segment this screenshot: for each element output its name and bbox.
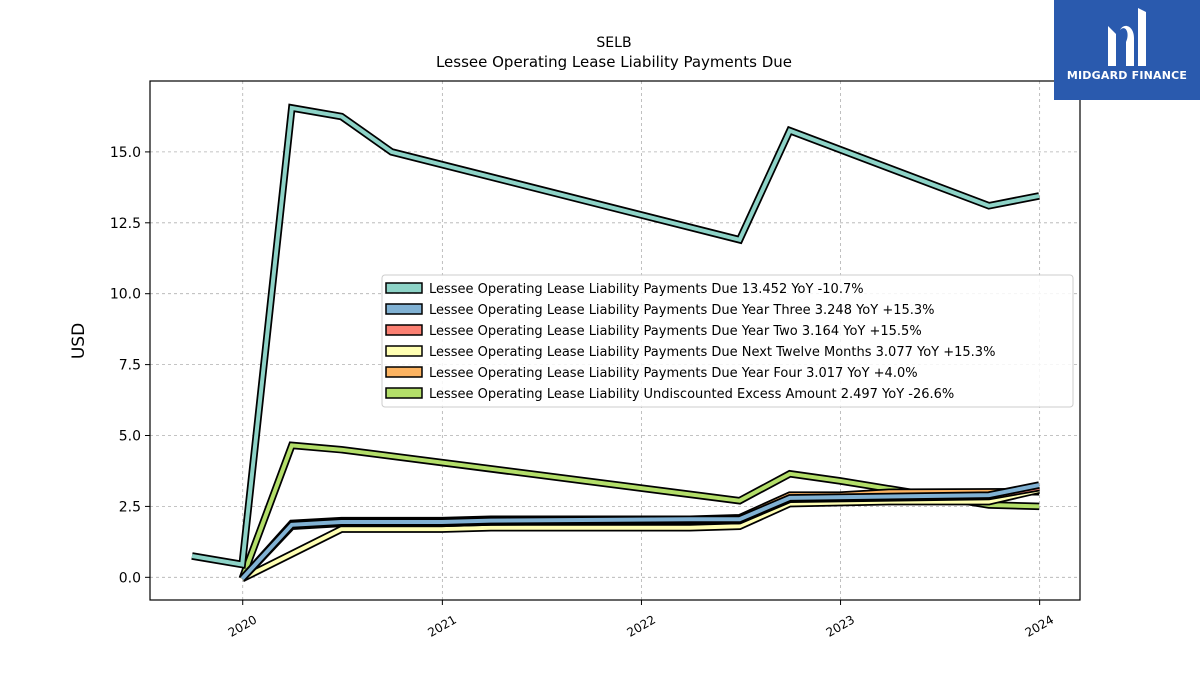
legend-swatch	[385, 282, 423, 294]
legend-item: Lessee Operating Lease Liability Payment…	[385, 282, 864, 297]
series-line	[191, 103, 1040, 569]
y-axis-label: USD	[69, 323, 89, 359]
brand-logo: MIDGARD FINANCE	[1054, 0, 1200, 100]
legend-label: Lessee Operating Lease Liability Payment…	[429, 366, 918, 381]
legend-swatch	[385, 366, 423, 378]
brand-name: MIDGARD FINANCE	[1066, 69, 1188, 82]
series-line-fill	[240, 483, 1040, 581]
x-tick-label: 2022	[625, 612, 658, 639]
legend-swatch	[385, 324, 423, 336]
y-tick-label: 10.0	[110, 287, 141, 303]
y-tick-label: 2.5	[119, 499, 141, 515]
chart-title: SELB	[596, 35, 631, 51]
legend-item: Lessee Operating Lease Liability Payment…	[385, 345, 995, 360]
series-line-outline	[238, 441, 1040, 581]
x-tick-label: 2024	[1023, 612, 1056, 639]
legend-label: Lessee Operating Lease Liability Payment…	[429, 303, 935, 318]
legend-item: Lessee Operating Lease Liability Payment…	[385, 366, 918, 381]
legend-swatch	[385, 387, 423, 399]
legend-box	[381, 274, 1074, 408]
series-layer	[191, 103, 1040, 583]
series-line	[240, 486, 1040, 583]
legend-label: Lessee Operating Lease Liability Undisco…	[429, 387, 954, 402]
y-tick-label: 5.0	[119, 429, 141, 445]
legend-label: Lessee Operating Lease Liability Payment…	[429, 324, 922, 339]
y-tick-label: 0.0	[119, 570, 141, 586]
x-tick-label: 2020	[226, 612, 259, 639]
legend-item: Lessee Operating Lease Liability Undisco…	[385, 387, 954, 402]
legend-swatch	[385, 345, 423, 357]
y-tick-label: 7.5	[119, 358, 141, 374]
midgard-logo-icon	[1108, 8, 1146, 66]
y-tick-label: 12.5	[110, 216, 141, 232]
legend-label: Lessee Operating Lease Liability Payment…	[429, 282, 864, 297]
series-line-fill	[191, 105, 1040, 567]
legend-item: Lessee Operating Lease Liability Payment…	[385, 303, 935, 318]
legend: Lessee Operating Lease Liability Payment…	[381, 274, 1074, 408]
legend-label: Lessee Operating Lease Liability Payment…	[429, 345, 995, 360]
series-line	[239, 481, 1040, 582]
legend-item: Lessee Operating Lease Liability Payment…	[385, 324, 922, 339]
plot-frame	[149, 80, 1081, 601]
chart-subtitle: Lessee Operating Lease Liability Payment…	[436, 53, 792, 71]
legend-swatch	[385, 303, 423, 315]
y-tick-label: 15.0	[110, 145, 141, 161]
x-tick-label: 2021	[425, 612, 458, 639]
series-line-fill	[240, 443, 1040, 580]
series-line	[238, 441, 1040, 581]
x-tick-label: 2023	[824, 612, 857, 639]
series-line-fill	[241, 488, 1040, 581]
